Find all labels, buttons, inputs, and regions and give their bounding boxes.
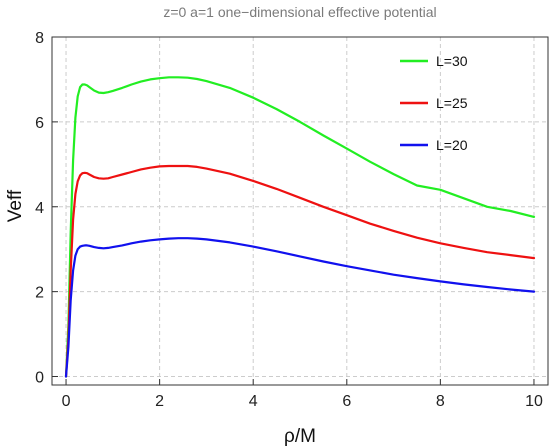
y-tick-label: 4 (35, 200, 44, 217)
x-tick-label: 4 (249, 393, 258, 410)
x-tick-label: 2 (155, 393, 164, 410)
y-tick-label: 8 (35, 30, 44, 47)
x-tick-label: 6 (342, 393, 351, 410)
legend-item: L=25 (400, 95, 468, 111)
x-tick-label: 10 (525, 393, 543, 410)
series-line-l-25 (64, 164, 536, 378)
y-tick-label: 2 (35, 285, 44, 302)
grid-layer (52, 36, 548, 385)
series-line-l-30 (64, 76, 536, 378)
y-axis-label: Veff (5, 189, 26, 222)
x-axis-label: ρ/M (284, 426, 316, 447)
y-tick-label: 0 (35, 370, 44, 387)
legend-item: L=20 (400, 137, 468, 153)
legend-label: L=20 (436, 137, 468, 153)
legend-item: L=30 (400, 53, 468, 69)
plot-frame (51, 36, 549, 386)
x-tick-label: 0 (62, 393, 71, 410)
tick-layer: 0 2 4 6 8 10 0 2 4 6 8 (35, 30, 543, 410)
legend-label: L=30 (436, 53, 468, 69)
y-tick-label: 6 (35, 115, 44, 132)
series-line-l-20 (64, 237, 536, 378)
chart-title: z=0 a=1 one−dimensional effective potent… (163, 4, 436, 20)
x-tick-label: 8 (436, 393, 445, 410)
series-layer (64, 76, 536, 378)
legend-label: L=25 (436, 95, 468, 111)
legend: L=30 L=25 L=20 (400, 53, 468, 153)
